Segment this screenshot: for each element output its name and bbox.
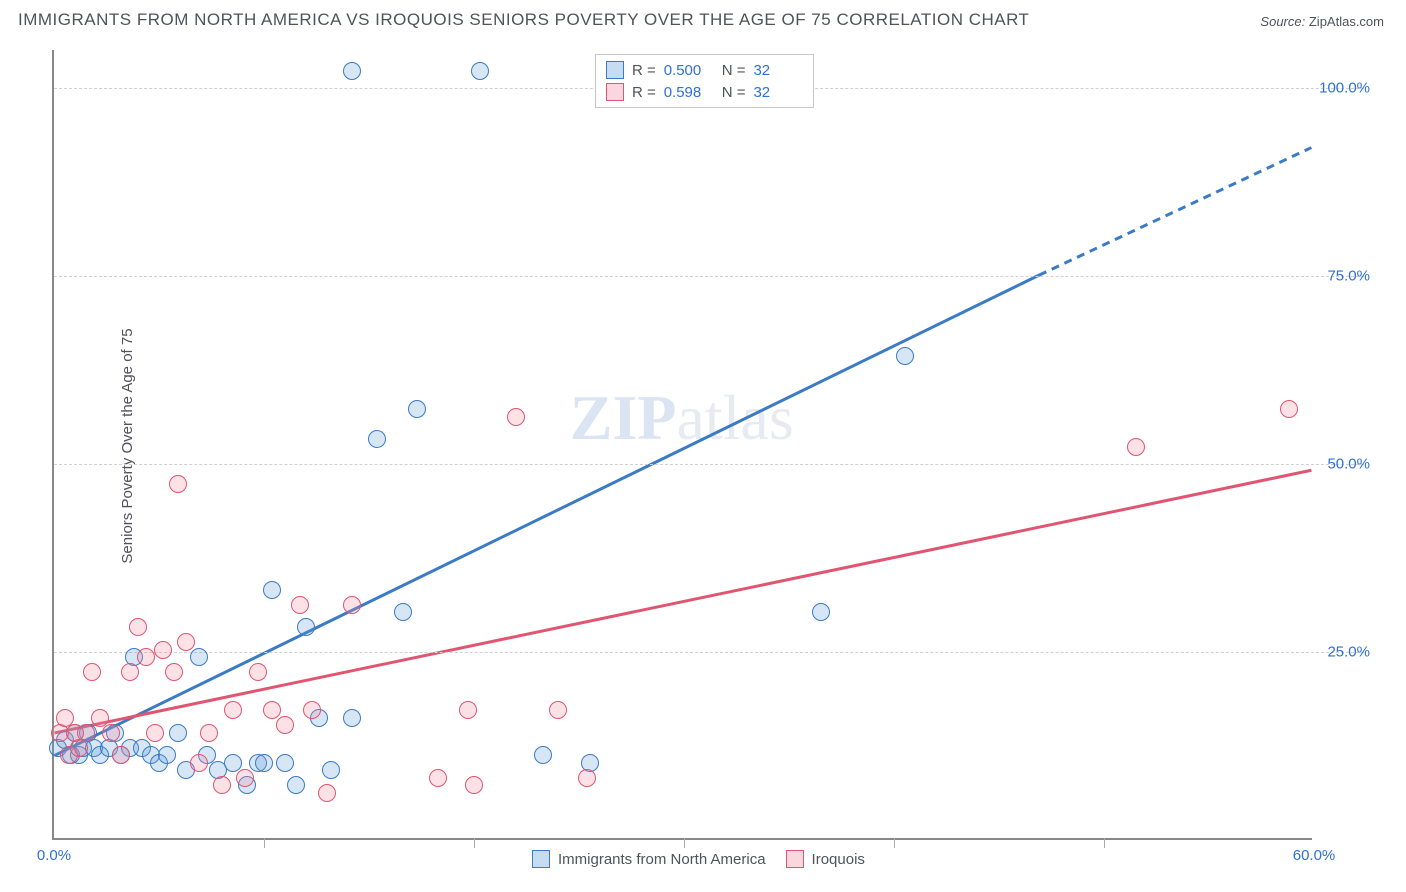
data-point	[169, 724, 187, 742]
data-point	[394, 603, 412, 621]
source-value: ZipAtlas.com	[1309, 14, 1384, 29]
legend-bottom-item: Immigrants from North America	[532, 850, 766, 868]
gridline-horizontal	[54, 276, 1364, 277]
regression-lines-layer	[54, 50, 1312, 838]
data-point	[224, 701, 242, 719]
data-point	[263, 701, 281, 719]
legend-n-label: N =	[722, 62, 746, 79]
legend-top-row: R = 0.500 N = 32	[606, 59, 804, 81]
x-minor-tick	[264, 838, 265, 848]
chart-title: IMMIGRANTS FROM NORTH AMERICA VS IROQUOI…	[18, 10, 1029, 30]
data-point	[77, 724, 95, 742]
data-point	[190, 754, 208, 772]
data-point	[287, 776, 305, 794]
data-point	[137, 648, 155, 666]
source-attribution: Source: ZipAtlas.com	[1260, 14, 1384, 29]
x-minor-tick	[1104, 838, 1105, 848]
data-point	[343, 62, 361, 80]
data-point	[549, 701, 567, 719]
regression-line	[55, 275, 1040, 755]
gridline-horizontal	[54, 464, 1364, 465]
data-point	[83, 663, 101, 681]
data-point	[102, 724, 120, 742]
x-minor-tick	[684, 838, 685, 848]
data-point	[291, 596, 309, 614]
data-point	[249, 663, 267, 681]
data-point	[459, 701, 477, 719]
data-point	[303, 701, 321, 719]
x-tick-label: 60.0%	[1293, 847, 1336, 864]
data-point	[158, 746, 176, 764]
data-point	[276, 716, 294, 734]
plot-area: ZIPatlas 25.0%50.0%75.0%100.0%0.0%60.0%R…	[52, 50, 1312, 840]
gridline-horizontal	[54, 652, 1364, 653]
data-point	[343, 596, 361, 614]
data-point	[343, 709, 361, 727]
data-point	[190, 648, 208, 666]
legend-n-label: N =	[722, 84, 746, 101]
data-point	[471, 62, 489, 80]
legend-series-name: Iroquois	[812, 851, 865, 868]
y-tick-label: 25.0%	[1327, 643, 1370, 660]
data-point	[224, 754, 242, 772]
regression-line	[55, 470, 1312, 733]
data-point	[200, 724, 218, 742]
data-point	[1280, 400, 1298, 418]
legend-r-value: 0.598	[664, 84, 714, 101]
source-label: Source:	[1260, 14, 1305, 29]
data-point	[896, 347, 914, 365]
legend-r-label: R =	[632, 62, 656, 79]
y-tick-label: 100.0%	[1319, 79, 1370, 96]
data-point	[322, 761, 340, 779]
x-tick-label: 0.0%	[37, 847, 71, 864]
data-point	[812, 603, 830, 621]
data-point	[236, 769, 254, 787]
data-point	[276, 754, 294, 772]
data-point	[255, 754, 273, 772]
data-point	[129, 618, 147, 636]
legend-bottom: Immigrants from North America Iroquois	[532, 850, 865, 868]
legend-top: R = 0.500 N = 32 R = 0.598 N = 32	[595, 54, 815, 108]
y-tick-label: 50.0%	[1327, 455, 1370, 472]
data-point	[297, 618, 315, 636]
data-point	[318, 784, 336, 802]
legend-r-label: R =	[632, 84, 656, 101]
legend-bottom-item: Iroquois	[786, 850, 865, 868]
legend-top-row: R = 0.598 N = 32	[606, 81, 804, 103]
data-point	[263, 581, 281, 599]
data-point	[408, 400, 426, 418]
data-point	[165, 663, 183, 681]
legend-swatch	[606, 83, 624, 101]
data-point	[146, 724, 164, 742]
x-minor-tick	[894, 838, 895, 848]
legend-series-name: Immigrants from North America	[558, 851, 766, 868]
data-point	[429, 769, 447, 787]
legend-n-value: 32	[753, 62, 803, 79]
data-point	[112, 746, 130, 764]
legend-swatch	[606, 61, 624, 79]
legend-swatch	[786, 850, 804, 868]
data-point	[578, 769, 596, 787]
data-point	[213, 776, 231, 794]
data-point	[154, 641, 172, 659]
data-point	[169, 475, 187, 493]
legend-n-value: 32	[753, 84, 803, 101]
data-point	[465, 776, 483, 794]
regression-line-extrapolated	[1039, 148, 1311, 276]
data-point	[1127, 438, 1145, 456]
data-point	[368, 430, 386, 448]
legend-swatch	[532, 850, 550, 868]
data-point	[177, 633, 195, 651]
data-point	[121, 663, 139, 681]
x-minor-tick	[474, 838, 475, 848]
y-tick-label: 75.0%	[1327, 267, 1370, 284]
legend-r-value: 0.500	[664, 62, 714, 79]
data-point	[534, 746, 552, 764]
data-point	[507, 408, 525, 426]
